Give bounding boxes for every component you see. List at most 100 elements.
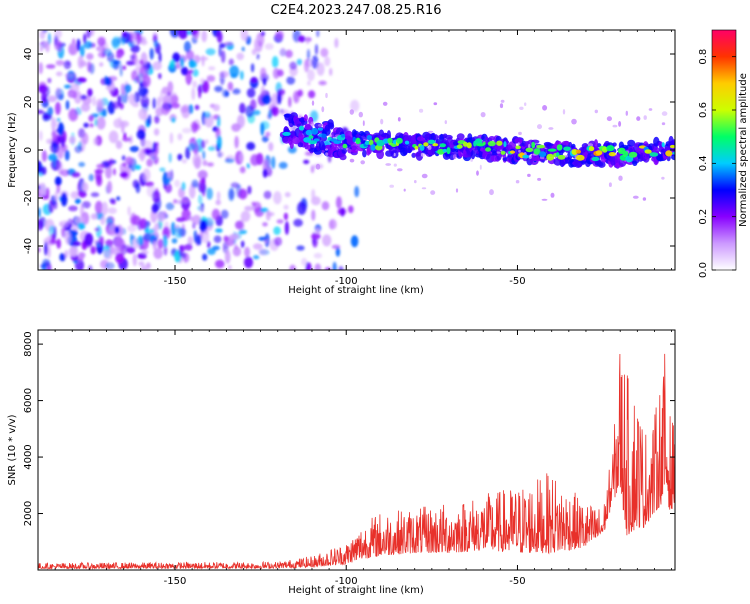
heatmap-cell [524,102,527,106]
heatmap-cell [517,142,520,146]
heatmap-cell [260,122,265,136]
heatmap-cell [127,206,131,216]
heatmap-cell [350,99,360,112]
heatmap-cell [386,130,391,140]
heatmap-cell [349,109,354,115]
heatmap-cell [94,200,103,214]
heatmap-cell [87,88,93,97]
heatmap-cell [185,146,191,160]
heatmap-cell [224,249,231,264]
x-tick-label: -100 [335,576,358,587]
heatmap-cell [561,140,570,146]
x-tick-label: -150 [164,276,187,287]
heatmap-cell [88,115,94,122]
heatmap-cell [165,202,175,211]
heatmap-cell [199,219,208,233]
heatmap-cell [216,151,224,158]
heatmap-cell [129,212,137,226]
heatmap-cell [79,45,85,58]
heatmap-cell [214,85,223,93]
heatmap-cell [94,239,99,246]
heatmap-cell [661,142,665,148]
x-tick-label: -150 [164,576,187,587]
heatmap-cell [305,129,313,136]
heatmap-cell [128,93,135,105]
heatmap-cell [241,240,245,248]
heatmap-cell [271,156,276,169]
heatmap-cell [341,148,347,154]
heatmap-cell [215,228,223,233]
heatmap-cell [286,76,296,85]
heatmap-cell [661,122,666,126]
heatmap-cell [280,47,286,56]
heatmap-cell [325,148,328,151]
heatmap-cell [63,84,72,89]
heatmap-cell [212,104,220,112]
y-tick-label: 40 [23,48,34,61]
heatmap-cell [439,143,446,148]
heatmap-cell [57,122,65,136]
heatmap-cell [276,69,284,77]
heatmap-cell [139,66,149,79]
heatmap-cell [42,258,51,268]
heatmap-cell [108,158,114,168]
heatmap-cell [71,171,81,178]
heatmap-cell [115,252,125,264]
heatmap-cell [547,148,557,152]
spectrogram-heatmap [38,30,675,270]
heatmap-cell [177,153,183,161]
heatmap-cell [419,108,424,113]
heatmap-cell [112,59,121,65]
heatmap-cell [211,208,220,220]
heatmap-cell [220,209,229,219]
heatmap-cell [216,31,223,43]
heatmap-cell [120,121,125,134]
heatmap-cell [47,106,54,116]
heatmap-cell [307,80,311,86]
heatmap-cell [427,145,432,150]
heatmap-cell [154,222,162,230]
heatmap-cell [38,84,48,94]
heatmap-cell [537,124,542,130]
heatmap-cell [297,142,304,148]
heatmap-cell [489,189,494,196]
heatmap-cell [325,152,329,156]
heatmap-cell [135,58,140,70]
heatmap-cell [161,101,170,116]
heatmap-cell [206,162,214,167]
heatmap-cell [218,46,222,57]
heatmap-cell [201,55,205,67]
heatmap-cell [333,140,342,144]
heatmap-cell [205,139,209,145]
heatmap-cell [90,246,96,255]
heatmap-cell [178,30,188,40]
heatmap-cell [293,218,303,227]
heatmap-cell [466,142,472,149]
heatmap-cell [78,252,86,259]
figure-title: C2E4.2023.247.08.25.R16 [270,3,441,18]
heatmap-cell [316,62,325,76]
heatmap-cell [376,149,384,160]
heatmap-cell [116,53,123,59]
heatmap-cell [61,225,67,238]
heatmap-cell [301,257,308,267]
heatmap-cell [328,134,333,137]
heatmap-cell [198,85,202,99]
heatmap-cell [313,138,320,142]
heatmap-cell [268,142,274,152]
heatmap-cell [246,88,256,98]
heatmap-cell [313,252,323,259]
heatmap-cell [138,108,148,120]
heatmap-cell [47,95,57,103]
heatmap-cell [277,88,285,96]
heatmap-cell [240,210,251,222]
heatmap-cell [597,161,606,168]
heatmap-cell [79,60,87,67]
heatmap-cell [158,73,162,80]
heatmap-cell [52,140,58,155]
colorbar-tick-label: 0.8 [698,49,709,65]
heatmap-cell [224,158,235,164]
heatmap-cell [118,116,122,128]
heatmap-cell [393,152,396,157]
heatmap-cell [68,205,78,212]
